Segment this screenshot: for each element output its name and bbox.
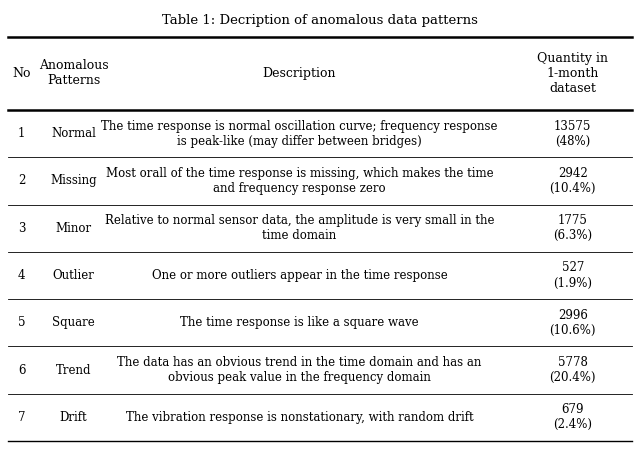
Text: Outlier: Outlier [52, 269, 95, 282]
Text: 2: 2 [18, 174, 26, 187]
Text: 5: 5 [18, 316, 26, 329]
Text: 1775
(6.3%): 1775 (6.3%) [553, 214, 593, 242]
Text: 1: 1 [18, 127, 26, 140]
Text: 7: 7 [18, 411, 26, 424]
Text: 5778
(20.4%): 5778 (20.4%) [550, 356, 596, 384]
Text: Relative to normal sensor data, the amplitude is very small in the
time domain: Relative to normal sensor data, the ampl… [105, 214, 494, 242]
Text: 527
(1.9%): 527 (1.9%) [554, 261, 592, 290]
Text: Square: Square [52, 316, 95, 329]
Text: Anomalous
Patterns: Anomalous Patterns [39, 59, 108, 88]
Text: 3: 3 [18, 222, 26, 235]
Text: The data has an obvious trend in the time domain and has an
obvious peak value i: The data has an obvious trend in the tim… [117, 356, 482, 384]
Text: 13575
(48%): 13575 (48%) [554, 119, 591, 148]
Text: The time response is like a square wave: The time response is like a square wave [180, 316, 419, 329]
Text: 679
(2.4%): 679 (2.4%) [554, 403, 592, 431]
Text: Normal: Normal [51, 127, 96, 140]
Text: One or more outliers appear in the time response: One or more outliers appear in the time … [152, 269, 447, 282]
Text: Description: Description [263, 67, 336, 80]
Text: Table 1: Decription of anomalous data patterns: Table 1: Decription of anomalous data pa… [162, 14, 478, 27]
Text: The vibration response is nonstationary, with random drift: The vibration response is nonstationary,… [125, 411, 474, 424]
Text: 2996
(10.6%): 2996 (10.6%) [550, 309, 596, 337]
Text: 4: 4 [18, 269, 26, 282]
Text: Most orall of the time response is missing, which makes the time
and frequency r: Most orall of the time response is missi… [106, 167, 493, 195]
Text: Drift: Drift [60, 411, 88, 424]
Text: Missing: Missing [51, 174, 97, 187]
Text: The time response is normal oscillation curve; frequency response
is peak-like (: The time response is normal oscillation … [101, 119, 498, 148]
Text: 6: 6 [18, 364, 26, 377]
Text: Minor: Minor [56, 222, 92, 235]
Text: Trend: Trend [56, 364, 92, 377]
Text: Quantity in
1-month
dataset: Quantity in 1-month dataset [538, 52, 608, 95]
Text: 2942
(10.4%): 2942 (10.4%) [550, 167, 596, 195]
Text: No: No [13, 67, 31, 80]
